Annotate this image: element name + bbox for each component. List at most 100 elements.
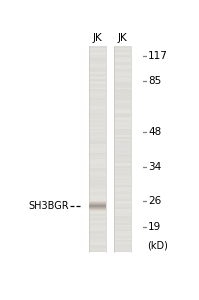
- Bar: [89, 209, 106, 210]
- Bar: [114, 53, 131, 56]
- Bar: [89, 117, 106, 119]
- Text: JK: JK: [117, 33, 127, 43]
- Bar: [89, 208, 106, 209]
- Bar: [89, 161, 106, 164]
- Bar: [114, 146, 131, 148]
- Bar: [89, 58, 106, 61]
- Bar: [89, 231, 106, 234]
- Bar: [114, 117, 131, 119]
- Bar: [89, 216, 106, 218]
- Bar: [89, 226, 106, 229]
- Bar: [114, 122, 131, 124]
- Bar: [89, 151, 106, 153]
- Bar: [89, 70, 106, 73]
- Bar: [114, 177, 131, 179]
- Bar: [114, 201, 131, 203]
- Bar: [89, 79, 106, 81]
- Bar: [114, 48, 131, 50]
- Bar: [89, 57, 106, 59]
- Bar: [114, 118, 131, 121]
- Bar: [114, 172, 131, 174]
- Bar: [114, 192, 131, 194]
- Bar: [89, 249, 106, 251]
- Bar: [114, 96, 131, 98]
- Text: 34: 34: [148, 161, 162, 172]
- Bar: [114, 110, 131, 112]
- Text: JK: JK: [93, 33, 102, 43]
- Bar: [89, 74, 106, 76]
- Bar: [114, 184, 131, 186]
- Bar: [89, 201, 106, 202]
- Bar: [89, 180, 106, 182]
- Bar: [114, 219, 131, 222]
- Bar: [89, 139, 106, 141]
- Bar: [114, 163, 131, 165]
- Bar: [89, 89, 106, 92]
- Bar: [114, 216, 131, 218]
- Bar: [89, 148, 106, 150]
- Bar: [89, 154, 106, 157]
- Bar: [114, 91, 131, 93]
- Bar: [89, 178, 106, 181]
- Bar: [89, 206, 106, 207]
- Bar: [89, 105, 106, 107]
- Bar: [89, 166, 106, 169]
- Bar: [114, 165, 131, 167]
- Bar: [114, 108, 131, 110]
- Bar: [114, 195, 131, 198]
- Bar: [114, 93, 131, 95]
- Bar: [89, 136, 106, 138]
- Bar: [89, 52, 106, 54]
- Bar: [114, 230, 131, 232]
- Bar: [89, 208, 106, 209]
- Bar: [114, 58, 131, 61]
- Bar: [114, 144, 131, 146]
- Bar: [89, 207, 106, 208]
- Bar: [89, 100, 106, 102]
- Bar: [89, 81, 106, 83]
- Bar: [89, 225, 106, 227]
- Bar: [114, 235, 131, 237]
- Bar: [114, 168, 131, 170]
- Bar: [114, 202, 131, 205]
- Bar: [89, 129, 106, 131]
- Bar: [114, 175, 131, 177]
- Bar: [89, 53, 106, 56]
- Bar: [114, 209, 131, 211]
- Bar: [114, 206, 131, 208]
- Bar: [114, 161, 131, 164]
- Bar: [114, 228, 131, 230]
- Bar: [114, 127, 131, 129]
- Text: 48: 48: [148, 127, 162, 137]
- Bar: [114, 153, 131, 155]
- Bar: [89, 64, 106, 66]
- Bar: [89, 243, 106, 246]
- Bar: [114, 154, 131, 157]
- Bar: [89, 203, 106, 204]
- Bar: [89, 185, 106, 187]
- Bar: [89, 93, 106, 95]
- Bar: [114, 65, 131, 68]
- Bar: [89, 247, 106, 249]
- Bar: [89, 112, 106, 114]
- Text: 19: 19: [148, 222, 162, 232]
- Bar: [89, 144, 106, 146]
- Bar: [114, 120, 131, 122]
- Bar: [114, 98, 131, 100]
- Bar: [114, 129, 131, 131]
- Bar: [89, 88, 106, 90]
- Bar: [89, 165, 106, 167]
- Bar: [114, 247, 131, 249]
- Bar: [89, 108, 106, 110]
- Bar: [89, 77, 106, 80]
- Bar: [89, 210, 106, 211]
- Bar: [89, 195, 106, 198]
- Bar: [114, 103, 131, 105]
- Bar: [114, 185, 131, 187]
- Bar: [114, 86, 131, 88]
- Bar: [114, 141, 131, 143]
- Bar: [89, 207, 106, 210]
- Bar: [89, 172, 106, 174]
- Bar: [114, 94, 131, 97]
- Bar: [114, 125, 131, 128]
